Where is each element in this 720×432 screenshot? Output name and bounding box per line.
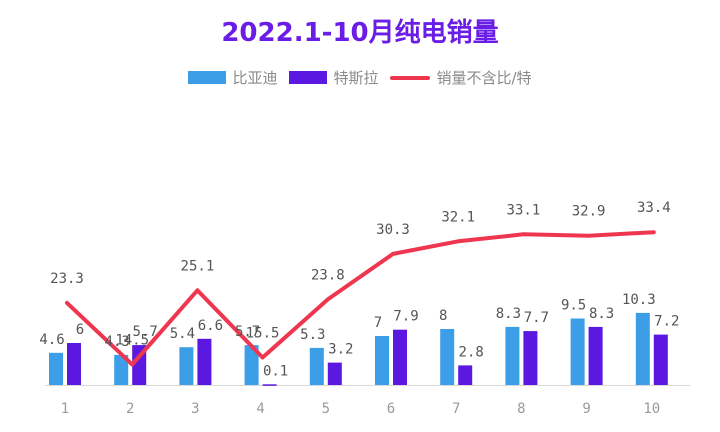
x-tick-label-9: 9 [582, 401, 590, 417]
bar-byd-1 [49, 352, 63, 385]
data-label-others-5: 23.8 [311, 267, 345, 283]
legend-label-others: 销量不含比/特 [436, 69, 532, 87]
legend-item-others: 销量不含比/特 [390, 67, 532, 88]
bar-tesla-6 [393, 329, 407, 385]
data-label-byd-3: 5.4 [170, 326, 195, 342]
x-tick-label-1: 1 [61, 401, 69, 417]
data-label-tesla-3: 6.6 [198, 318, 223, 334]
x-tick-label-6: 6 [387, 401, 395, 417]
legend-swatch-byd [188, 71, 227, 84]
data-label-others-10: 33.4 [637, 200, 671, 216]
data-label-tesla-8: 7.7 [524, 310, 549, 326]
x-tick-label-3: 3 [191, 401, 199, 417]
bar-tesla-1 [67, 343, 81, 385]
data-label-others-3: 25.1 [181, 258, 215, 274]
bar-byd-5 [309, 347, 324, 385]
x-tick-label-7: 7 [452, 401, 460, 417]
data-label-byd-5: 5.3 [300, 327, 325, 343]
data-label-others-8: 33.1 [507, 202, 541, 218]
bar-tesla-7 [458, 365, 473, 385]
bar-tesla-8 [523, 331, 538, 385]
data-label-byd-8: 8.3 [496, 306, 521, 322]
legend-swatch-others [390, 75, 431, 80]
data-label-others-2: 14.5 [115, 333, 149, 349]
bar-tesla-4 [262, 384, 277, 386]
bar-byd-9 [570, 318, 585, 385]
x-tick-label-2: 2 [126, 401, 134, 417]
x-tick-label-10: 10 [643, 401, 660, 417]
data-label-tesla-2: 5.7 [133, 324, 158, 340]
x-tick-label-5: 5 [322, 401, 330, 417]
chart-title: 2022.1-10月纯电销量 [221, 18, 499, 48]
bar-tesla-3 [197, 338, 212, 385]
bar-byd-3 [179, 347, 194, 385]
data-label-tesla-4: 0.1 [263, 363, 288, 379]
bar-byd-10 [635, 312, 650, 385]
tick-layer: 1 2 3 4 5 6 7 8 9 10 [61, 401, 660, 417]
line-layer [65, 230, 656, 367]
data-label-tesla-9: 8.3 [589, 306, 614, 322]
data-label-others-6: 30.3 [376, 222, 410, 238]
bar-tesla-10 [653, 334, 668, 385]
x-tick-label-4: 4 [256, 401, 264, 417]
bar-byd-7 [440, 329, 455, 385]
bar-byd-2 [114, 354, 129, 385]
bar-byd-8 [505, 326, 520, 385]
label-layer: 4.664.35.7 5.46.6 5.70.15.33.27 7.9 82.88.3 7… [39, 200, 679, 379]
data-label-byd-10: 10.3 [622, 292, 656, 308]
data-label-tesla-5: 3.2 [328, 342, 353, 358]
legend-label-byd: 比亚迪 [232, 69, 278, 87]
legend-item-byd: 比亚迪 [188, 67, 277, 88]
data-label-others-1: 23.3 [50, 271, 84, 287]
bar-layer [49, 312, 668, 386]
legend: 比亚迪 特斯拉 销量不含比/特 [0, 67, 720, 88]
data-label-others-9: 32.9 [572, 204, 606, 220]
data-label-tesla-7: 2.8 [459, 344, 484, 360]
bar-tesla-9 [588, 326, 603, 385]
data-label-byd-6: 7 [374, 315, 382, 331]
data-label-others-7: 32.1 [441, 209, 475, 225]
data-label-byd-7: 8 [439, 308, 447, 324]
data-label-byd-9: 9.5 [561, 298, 586, 314]
bar-byd-4 [244, 345, 259, 385]
data-label-tesla-1: 6 [76, 322, 84, 338]
data-label-byd-2: 4.3 [105, 334, 130, 350]
data-label-others-4: 15.5 [246, 326, 280, 342]
legend-swatch-tesla [289, 71, 328, 84]
data-label-tesla-6: 7.9 [393, 309, 418, 325]
x-tick-label-8: 8 [517, 401, 525, 417]
bar-byd-6 [375, 336, 389, 385]
legend-label-tesla: 特斯拉 [333, 69, 379, 87]
bar-tesla-5 [327, 362, 342, 385]
data-label-byd-1: 4.6 [39, 332, 64, 348]
data-label-byd-4: 5.7 [235, 324, 260, 340]
data-label-tesla-10: 7.2 [654, 314, 679, 330]
line-others [65, 230, 656, 367]
legend-item-tesla: 特斯拉 [289, 67, 378, 88]
